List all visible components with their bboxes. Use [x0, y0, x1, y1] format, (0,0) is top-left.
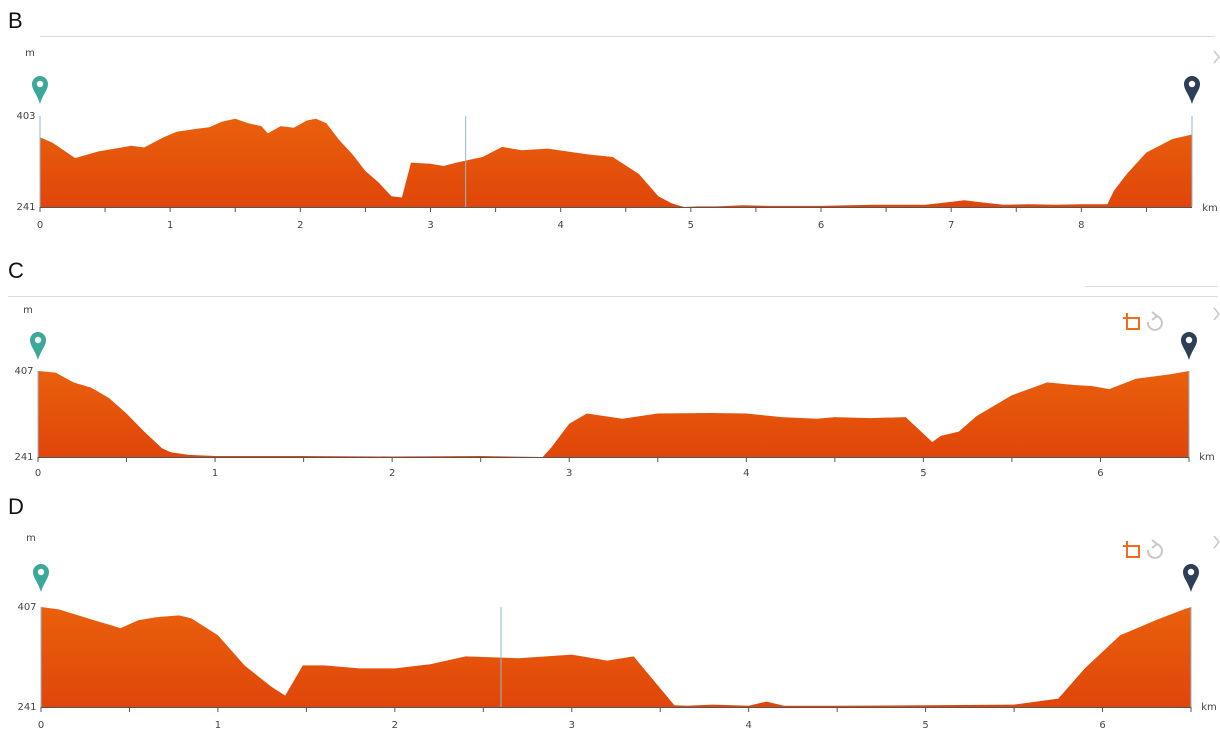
x-tick-label: 6	[1099, 720, 1105, 731]
x-tick-label: 2	[297, 220, 303, 231]
start-pin-icon[interactable]	[32, 76, 48, 104]
y-unit-label: m	[26, 533, 36, 544]
x-tick-label: 8	[1078, 220, 1084, 231]
x-tick-label: 0	[35, 468, 41, 479]
x-tick-label: 0	[37, 220, 43, 231]
elevation-area[interactable]	[38, 371, 1189, 457]
x-unit-label: km	[1199, 452, 1215, 463]
start-pin-icon[interactable]	[33, 564, 49, 592]
x-tick-label: 5	[920, 468, 926, 479]
panel-letter: C	[8, 258, 24, 283]
y-tick-label: 241	[16, 202, 35, 213]
x-tick-label: 3	[427, 220, 433, 231]
panel-divider	[1085, 286, 1218, 287]
y-unit-label: m	[25, 48, 35, 59]
panel-letter: D	[8, 494, 24, 519]
crop-icon[interactable]	[1123, 541, 1140, 558]
elevation-chart[interactable]: 0 1 2 3 4 5 6 407 241 m km	[0, 488, 1220, 738]
end-pin-icon[interactable]	[1183, 564, 1199, 592]
y-tick-label: 241	[14, 452, 33, 463]
x-tick-label: 5	[688, 220, 694, 231]
y-unit-label: m	[23, 305, 33, 316]
x-tick-label: 6	[818, 220, 824, 231]
x-tick-label: 5	[922, 720, 928, 731]
elevation-area[interactable]	[40, 118, 1192, 207]
next-chevron-icon[interactable]	[1213, 50, 1220, 64]
x-tick-label: 1	[167, 220, 173, 231]
x-tick-label: 3	[566, 468, 572, 479]
panel-divider	[8, 296, 1218, 297]
x-tick-label: 2	[392, 720, 398, 731]
panel-divider	[40, 36, 1215, 37]
x-tick-label: 7	[948, 220, 954, 231]
x-tick-label: 4	[743, 468, 749, 479]
panel-letter: B	[8, 8, 23, 33]
y-tick-label: 241	[17, 702, 36, 713]
x-tick-label: 0	[38, 720, 44, 731]
crop-icon[interactable]	[1123, 313, 1140, 330]
y-tick-label: 403	[16, 111, 35, 122]
elevation-area[interactable]	[41, 607, 1191, 707]
x-unit-label: km	[1201, 702, 1217, 713]
x-tick-label: 2	[389, 468, 395, 479]
elevation-chart[interactable]: 0 1 2 3 4 5 6 7 8 403 241 m km	[0, 0, 1220, 240]
next-chevron-icon[interactable]	[1213, 535, 1220, 549]
end-pin-icon[interactable]	[1181, 332, 1197, 360]
y-tick-label: 407	[14, 366, 33, 377]
elevation-chart[interactable]: 0 1 2 3 4 5 6 407 241 m km	[0, 250, 1220, 490]
y-tick-label: 407	[17, 602, 36, 613]
x-unit-label: km	[1202, 203, 1218, 214]
next-chevron-icon[interactable]	[1213, 307, 1220, 321]
panel-d: D 0 1 2 3 4 5 6 407 241 m km	[0, 488, 1220, 738]
panel-c: C 0 1 2 3 4 5 6 407 241 m km	[0, 250, 1220, 490]
x-tick-label: 4	[557, 220, 563, 231]
x-tick-label: 1	[215, 720, 221, 731]
x-tick-label: 1	[212, 468, 218, 479]
reset-icon[interactable]	[1146, 539, 1163, 559]
x-tick-label: 3	[569, 720, 575, 731]
x-tick-label: 4	[746, 720, 752, 731]
x-tick-label: 6	[1097, 468, 1103, 479]
end-pin-icon[interactable]	[1184, 76, 1200, 104]
start-pin-icon[interactable]	[30, 332, 46, 360]
reset-icon[interactable]	[1146, 311, 1163, 331]
panel-b: B 0 1 2 3 4 5 6 7 8 403 241 m km	[0, 0, 1220, 240]
